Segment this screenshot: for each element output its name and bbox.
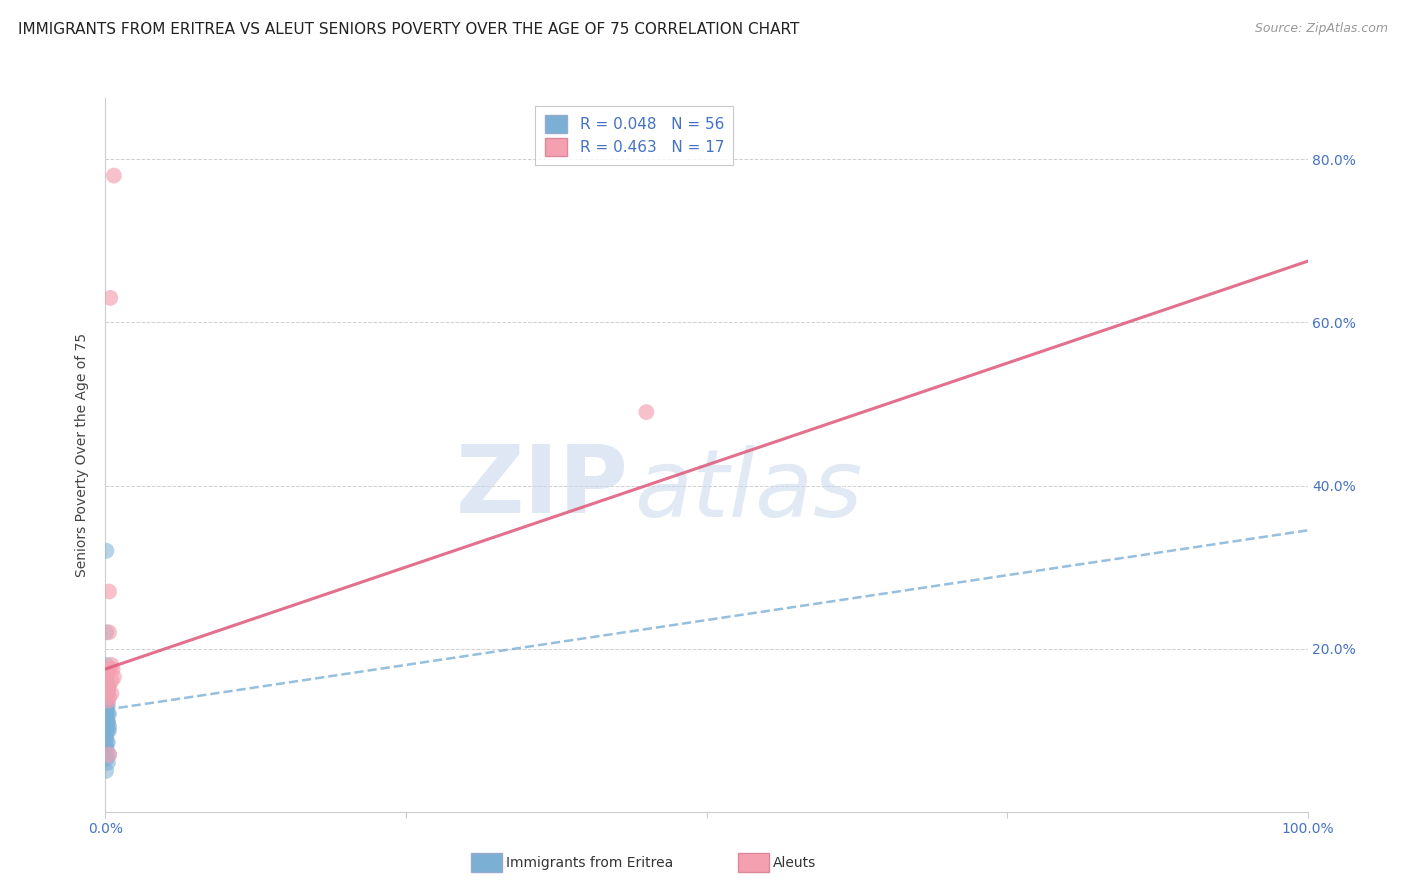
Point bbox=[96, 682, 118, 697]
Point bbox=[98, 719, 121, 733]
Point bbox=[96, 543, 118, 558]
Point bbox=[100, 674, 122, 689]
Point bbox=[98, 678, 121, 692]
Point bbox=[96, 625, 118, 640]
Point bbox=[96, 690, 118, 705]
Point bbox=[94, 711, 117, 725]
Point bbox=[96, 752, 118, 766]
Legend: R = 0.048   N = 56, R = 0.463   N = 17: R = 0.048 N = 56, R = 0.463 N = 17 bbox=[536, 106, 734, 165]
Text: Source: ZipAtlas.com: Source: ZipAtlas.com bbox=[1254, 22, 1388, 36]
Point bbox=[96, 686, 118, 700]
Point bbox=[94, 695, 117, 709]
Point bbox=[98, 625, 121, 640]
Point bbox=[97, 714, 120, 729]
Point bbox=[94, 723, 117, 738]
Point bbox=[100, 686, 122, 700]
Point bbox=[97, 666, 120, 681]
Point bbox=[97, 723, 120, 738]
Point bbox=[636, 405, 658, 419]
Point bbox=[98, 747, 121, 762]
Point bbox=[94, 682, 117, 697]
Point bbox=[96, 678, 118, 692]
Point bbox=[100, 657, 122, 672]
Point bbox=[96, 690, 118, 705]
Point bbox=[97, 678, 120, 692]
Point bbox=[94, 764, 117, 778]
Point bbox=[97, 695, 120, 709]
Point bbox=[96, 695, 118, 709]
Point bbox=[103, 169, 125, 183]
Point bbox=[96, 703, 118, 717]
Point bbox=[97, 682, 120, 697]
Point bbox=[96, 743, 118, 757]
Point bbox=[94, 731, 117, 746]
Point bbox=[96, 735, 118, 749]
Point bbox=[97, 686, 120, 700]
Point bbox=[98, 662, 121, 676]
Point bbox=[98, 723, 121, 738]
Point bbox=[94, 690, 117, 705]
Point bbox=[96, 706, 118, 721]
Point bbox=[97, 706, 120, 721]
Point bbox=[94, 706, 117, 721]
Y-axis label: Seniors Poverty Over the Age of 75: Seniors Poverty Over the Age of 75 bbox=[76, 333, 90, 577]
Text: Immigrants from Eritrea: Immigrants from Eritrea bbox=[506, 855, 673, 870]
Point bbox=[96, 719, 118, 733]
Text: atlas: atlas bbox=[634, 445, 863, 536]
Point bbox=[94, 714, 117, 729]
Point bbox=[96, 674, 118, 689]
Point bbox=[97, 735, 120, 749]
Point bbox=[94, 706, 117, 721]
Point bbox=[94, 703, 117, 717]
Point bbox=[94, 680, 117, 694]
Point bbox=[97, 756, 120, 770]
Point bbox=[97, 714, 120, 729]
Point bbox=[101, 662, 124, 676]
Point bbox=[94, 739, 117, 754]
Text: IMMIGRANTS FROM ERITREA VS ALEUT SENIORS POVERTY OVER THE AGE OF 75 CORRELATION : IMMIGRANTS FROM ERITREA VS ALEUT SENIORS… bbox=[18, 22, 800, 37]
Point bbox=[103, 670, 125, 684]
Point bbox=[96, 698, 118, 713]
Point bbox=[96, 666, 118, 681]
Point bbox=[97, 682, 120, 697]
Point bbox=[94, 719, 117, 733]
Point bbox=[96, 695, 118, 709]
Point bbox=[96, 698, 118, 713]
Point bbox=[96, 657, 118, 672]
Point bbox=[94, 684, 117, 698]
Point bbox=[98, 747, 121, 762]
Point bbox=[94, 698, 117, 713]
Point bbox=[97, 698, 120, 713]
Point bbox=[96, 711, 118, 725]
Point bbox=[98, 690, 121, 705]
Point bbox=[98, 291, 121, 305]
Point bbox=[96, 682, 118, 697]
Point bbox=[94, 686, 117, 700]
Text: Aleuts: Aleuts bbox=[773, 855, 817, 870]
Point bbox=[94, 678, 117, 692]
Point bbox=[96, 727, 118, 741]
Point bbox=[98, 584, 121, 599]
Text: ZIP: ZIP bbox=[456, 441, 628, 533]
Point bbox=[96, 714, 118, 729]
Point bbox=[98, 706, 121, 721]
